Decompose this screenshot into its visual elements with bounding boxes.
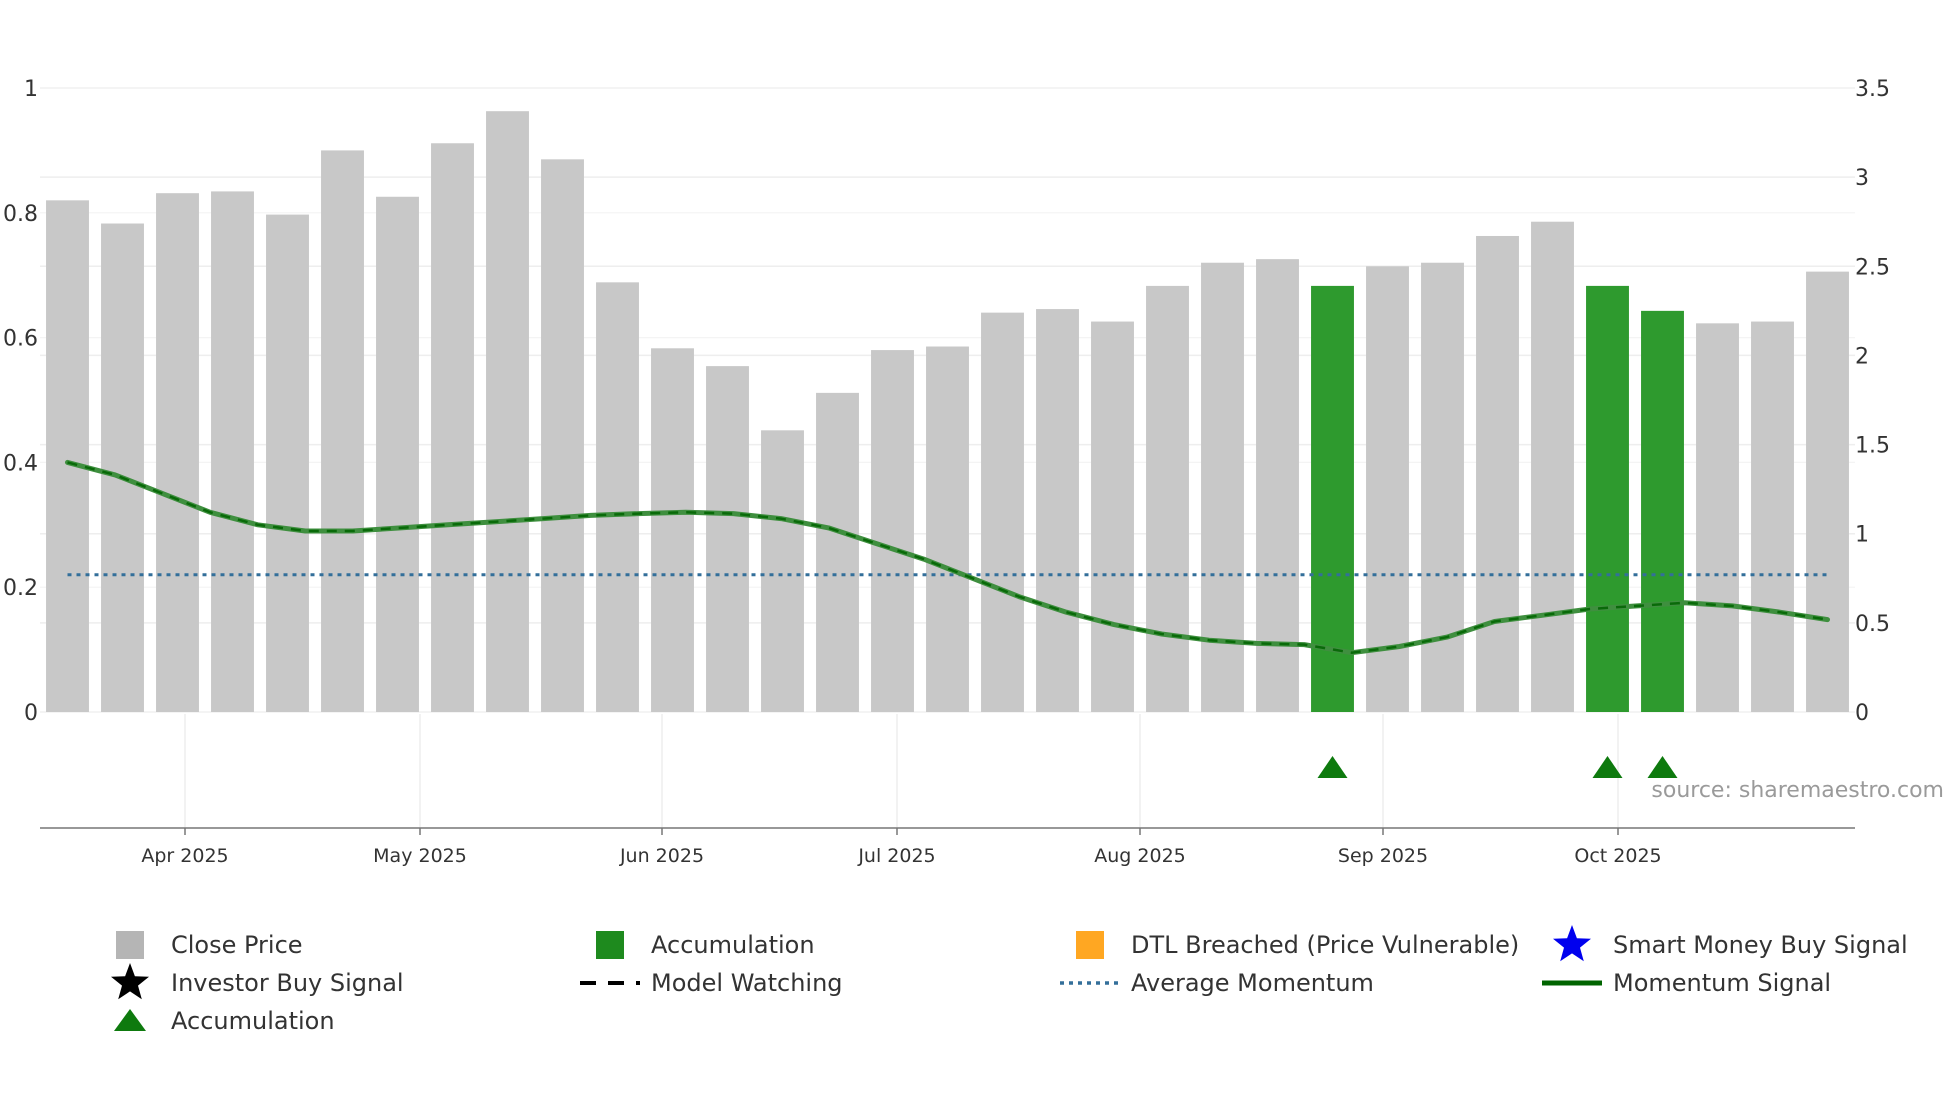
legend-label: Model Watching xyxy=(651,969,843,997)
x-tick-label: Apr 2025 xyxy=(141,845,228,867)
close-price-bar xyxy=(706,366,749,712)
left-axis-label: 0.6 xyxy=(3,327,38,352)
close-price-bar xyxy=(1201,262,1244,712)
close-price-bar xyxy=(596,282,639,712)
close-price-bar xyxy=(321,150,364,712)
left-axis-label: 0.8 xyxy=(3,202,38,227)
legend-star-icon xyxy=(1553,925,1591,962)
right-axis-label: 3.5 xyxy=(1855,77,1890,102)
accumulation-bar xyxy=(1641,310,1684,712)
close-price-bar xyxy=(1366,266,1409,712)
bars-layer xyxy=(46,111,1849,713)
close-price-bar xyxy=(486,111,529,713)
source-label: source: sharemaestro.com xyxy=(1651,778,1944,803)
close-price-bar xyxy=(1531,221,1574,712)
close-price-bar xyxy=(431,143,474,713)
close-price-bar xyxy=(871,350,914,712)
x-tick-label: Oct 2025 xyxy=(1574,845,1661,867)
legend-square-icon xyxy=(116,931,144,959)
accumulation-bar xyxy=(1311,285,1354,712)
legend-label: Smart Money Buy Signal xyxy=(1613,931,1908,959)
close-price-bar xyxy=(266,214,309,712)
close-price-bar xyxy=(816,392,859,712)
legend-label: Momentum Signal xyxy=(1613,969,1831,997)
legend-label: Accumulation xyxy=(651,931,815,959)
legend-label: Close Price xyxy=(171,931,303,959)
close-price-bar xyxy=(541,159,584,713)
x-tick-label: Sep 2025 xyxy=(1338,845,1428,867)
legend-label: DTL Breached (Price Vulnerable) xyxy=(1131,931,1519,959)
left-axis-label: 0 xyxy=(24,701,38,726)
accumulation-marker xyxy=(1592,756,1623,778)
legend-star-icon xyxy=(111,963,149,1000)
close-price-bar xyxy=(1476,235,1519,712)
left-axis-label: 1 xyxy=(24,77,38,102)
close-price-bar xyxy=(211,191,254,713)
legend-label: Investor Buy Signal xyxy=(171,969,404,997)
left-axis-label: 0.4 xyxy=(3,451,38,476)
close-price-bar xyxy=(761,430,804,712)
right-axis-label: 1.5 xyxy=(1855,434,1890,459)
accumulation-bar xyxy=(1586,285,1629,712)
close-price-bar xyxy=(46,200,89,712)
legend-square-icon xyxy=(596,931,624,959)
legend-triangle-icon xyxy=(114,1009,146,1031)
right-axis-label: 1 xyxy=(1855,523,1869,548)
x-tick-label: May 2025 xyxy=(373,845,467,867)
close-price-bar xyxy=(926,346,969,712)
x-tick-label: Aug 2025 xyxy=(1094,845,1186,867)
lines-layer xyxy=(65,459,1830,656)
x-tick-label: Jun 2025 xyxy=(619,845,704,867)
close-price-bar xyxy=(156,193,199,712)
axes-layer: Apr 2025 May 2025 Jun 2025 Jul 2025 Aug 2025… xyxy=(3,77,1890,867)
close-price-bar xyxy=(1256,259,1299,712)
close-price-bar xyxy=(376,196,419,713)
accumulation-marker xyxy=(1317,756,1348,778)
right-axis-label: 0.5 xyxy=(1855,612,1890,637)
momentum-line-dash xyxy=(67,461,1828,654)
close-price-bar xyxy=(1806,271,1849,712)
legend-square-icon xyxy=(1076,931,1104,959)
right-axis-label: 2.5 xyxy=(1855,255,1890,280)
close-price-bar xyxy=(101,223,144,713)
markers-layer xyxy=(1317,756,1678,778)
left-axis-label: 0.2 xyxy=(3,576,38,601)
accumulation-marker xyxy=(1647,756,1678,778)
right-axis-label: 0 xyxy=(1855,701,1869,726)
right-axis-label: 3 xyxy=(1855,166,1869,191)
legend-label: Average Momentum xyxy=(1131,969,1374,997)
close-price-bar xyxy=(1091,321,1134,712)
close-price-bar xyxy=(1421,262,1464,712)
close-price-bar xyxy=(1036,309,1079,712)
close-price-bar xyxy=(1751,321,1794,712)
close-price-bar xyxy=(651,348,694,712)
close-price-bar xyxy=(1696,323,1739,712)
right-axis-label: 2 xyxy=(1855,344,1869,369)
close-price-bar xyxy=(1146,285,1189,712)
legend-label: Accumulation xyxy=(171,1007,335,1035)
legend: Close Price Accumulation DTL Breached (Pri… xyxy=(111,925,1908,1035)
close-price-bar xyxy=(981,312,1024,712)
x-tick-label: Jul 2025 xyxy=(857,845,935,867)
